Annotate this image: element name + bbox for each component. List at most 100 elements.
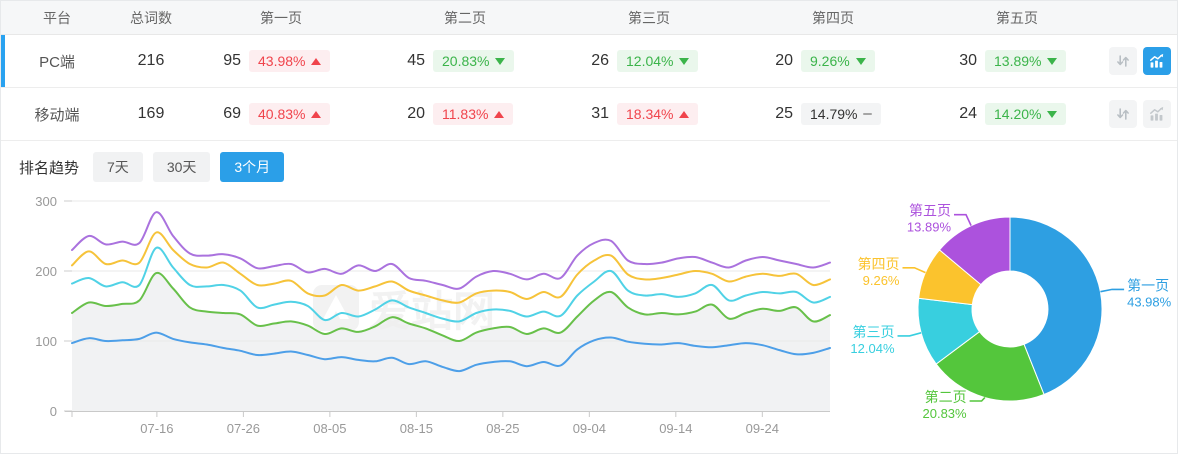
trend-line-purple [71, 211, 831, 290]
column-header: 第五页 [996, 9, 1038, 26]
page-stat-cell: 45 20.83% [373, 50, 557, 72]
page-keyword-count: 20 [775, 52, 793, 69]
down-triangle-icon [1047, 57, 1058, 65]
donut-slice[interactable] [935, 331, 1045, 402]
show-trend-chart-button[interactable] [1143, 47, 1171, 75]
y-axis-label: 200 [35, 264, 57, 279]
change-percent-value: 12.04% [626, 53, 674, 69]
trend-toolbar: 排名趋势 7天 30天 3个月 [19, 152, 1177, 182]
column-header: 第一页 [260, 9, 302, 26]
down-triangle-icon [679, 57, 690, 65]
x-axis-label: 08-25 [486, 421, 519, 436]
page-keyword-count: 26 [591, 52, 609, 69]
change-percent-value: 18.34% [626, 106, 674, 122]
slice-label: 第五页 [909, 203, 951, 219]
label-leader-line [897, 332, 922, 337]
sort-compare-button[interactable] [1109, 47, 1137, 75]
watermark: 爱站网 [313, 285, 495, 335]
trend-range-tabs: 7天 30天 3个月 [93, 152, 294, 182]
change-percent-badge: 40.83% [249, 103, 331, 125]
change-percent-value: 14.79% [810, 106, 858, 122]
trend-line-green [71, 271, 831, 343]
page-keyword-count: 25 [775, 105, 793, 122]
change-percent-badge: 43.98% [249, 50, 331, 72]
label-leader-line [902, 267, 926, 274]
change-percent-badge: 11.83% [433, 103, 514, 125]
rank-trend-line-chart[interactable]: 0 100 200 300 爱站网 07-16 07-26 08-05 08-15 08-25 09… [1, 187, 845, 445]
trend-range-tab[interactable]: 30天 [152, 152, 211, 182]
change-percent-value: 40.83% [258, 106, 306, 122]
sort-arrows-icon [1117, 108, 1129, 120]
column-header: 第四页 [812, 9, 854, 26]
platform-label: 移动端 [34, 106, 80, 124]
x-axis-label: 09-04 [573, 421, 606, 436]
up-triangle-icon [311, 57, 322, 65]
table-row-mobile[interactable]: 移动端 169 69 40.83% 20 11.83% 31 18.34% 25 14.79% 24… [1, 88, 1177, 141]
change-percent-badge: 13.89% [985, 50, 1067, 72]
page-stat-cell: 31 18.34% [557, 103, 741, 125]
up-triangle-icon [494, 110, 505, 118]
trend-chart-icon [1150, 53, 1164, 68]
total-keywords-value: 216 [137, 52, 165, 69]
down-triangle-icon [855, 57, 866, 65]
page-keyword-count: 31 [591, 105, 609, 122]
label-leader-line [1100, 288, 1125, 293]
slice-label: 第四页 [858, 256, 900, 272]
sort-arrows-icon [1117, 55, 1129, 67]
slice-label: 第一页 [1127, 277, 1169, 293]
trend-range-tab[interactable]: 3个月 [220, 152, 285, 182]
rank-table: 平台 总词数 第一页 第二页 第三页 第四页 第五页 PC端 216 95 43.98% 45 20.… [1, 1, 1177, 141]
page-stat-cell: 95 43.98% [189, 50, 373, 72]
x-axis-label: 08-05 [313, 421, 346, 436]
page-stat-cell: 26 12.04% [557, 50, 741, 72]
change-percent-badge: 14.20% [985, 103, 1067, 125]
donut-slice[interactable] [1009, 216, 1103, 396]
up-triangle-icon [679, 110, 690, 118]
slice-percent: 12.04% [850, 341, 895, 356]
up-triangle-icon [311, 110, 322, 118]
charts-area: 0 100 200 300 爱站网 07-16 07-26 08-05 08-15 08-25 09… [1, 187, 1177, 445]
y-axis-label: 300 [35, 194, 57, 209]
change-percent-value: 13.89% [994, 53, 1042, 69]
page-stat-cell: 69 40.83% [189, 103, 373, 125]
y-axis-label: 100 [35, 334, 57, 349]
column-header: 平台 [43, 9, 71, 26]
page-keyword-count: 24 [959, 105, 977, 122]
slice-percent: 20.83% [923, 406, 968, 421]
page-keyword-count: 95 [223, 52, 241, 69]
total-keywords-value: 169 [137, 105, 165, 122]
change-percent-badge: 12.04% [617, 50, 699, 72]
show-trend-chart-button[interactable] [1143, 100, 1171, 128]
change-percent-badge: 9.26% [801, 50, 875, 72]
page-stat-cell: 24 14.20% [925, 103, 1109, 125]
trend-title: 排名趋势 [19, 159, 80, 177]
change-percent-value: 11.83% [442, 106, 489, 122]
column-header: 第三页 [628, 9, 670, 26]
page-stat-cell: 20 11.83% [373, 103, 557, 125]
page-keyword-count: 30 [959, 52, 977, 69]
slice-percent: 43.98% [1127, 294, 1172, 309]
slice-label: 第三页 [853, 324, 895, 340]
svg-text:爱站网: 爱站网 [369, 288, 495, 335]
x-axis-label: 08-15 [400, 421, 433, 436]
x-axis-label: 09-14 [659, 421, 692, 436]
slice-label: 第二页 [925, 389, 967, 405]
change-percent-badge: 20.83% [433, 50, 515, 72]
down-triangle-icon [1047, 110, 1058, 118]
trend-line-cyan [71, 246, 831, 323]
trend-line-yellow [71, 231, 831, 304]
trend-range-tab[interactable]: 7天 [93, 152, 143, 182]
trend-chart-icon [1150, 106, 1164, 121]
table-row-pc[interactable]: PC端 216 95 43.98% 45 20.83% 26 12.04% 20 9.26% 30 1… [1, 35, 1177, 88]
sort-compare-button[interactable] [1109, 100, 1137, 128]
row-actions [1109, 47, 1177, 75]
row-actions [1109, 100, 1177, 128]
x-axis-label: 09-24 [746, 421, 779, 436]
change-percent-badge: 14.79% [801, 103, 882, 125]
page-keyword-count: 69 [223, 105, 241, 122]
x-axis-label: 07-26 [227, 421, 260, 436]
area-fill [72, 272, 830, 411]
donut-slice[interactable] [938, 216, 1011, 286]
